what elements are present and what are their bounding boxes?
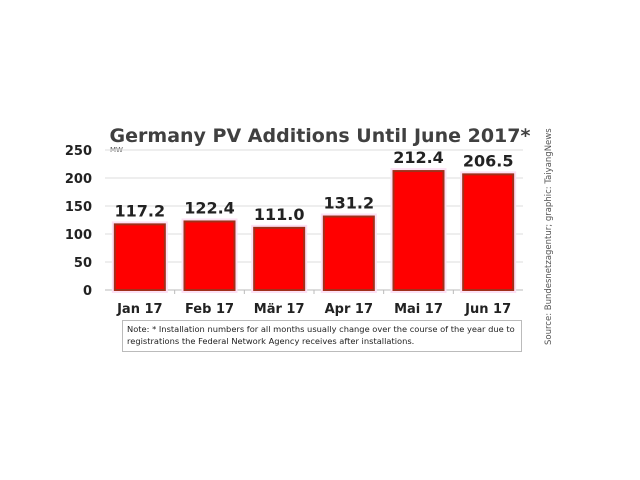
chart-title: Germany PV Additions Until June 2017* bbox=[110, 125, 531, 147]
y-tick-label: 150 bbox=[65, 200, 92, 215]
x-tick-label: Apr 17 bbox=[325, 302, 373, 317]
data-label: 117.2 bbox=[115, 201, 166, 220]
bar bbox=[253, 226, 306, 291]
x-tick-label: Mär 17 bbox=[254, 302, 305, 317]
y-tick-label: 0 bbox=[83, 284, 92, 299]
y-tick-label: 200 bbox=[65, 172, 92, 187]
x-tick-label: Mai 17 bbox=[394, 302, 443, 317]
data-label: 212.4 bbox=[393, 148, 444, 167]
y-tick-label: 100 bbox=[65, 228, 92, 243]
bar bbox=[183, 220, 236, 291]
bar bbox=[462, 173, 515, 291]
y-tick-label: 50 bbox=[74, 256, 92, 271]
x-tick-label: Jun 17 bbox=[464, 302, 511, 317]
data-label: 131.2 bbox=[324, 194, 375, 213]
chart-note: Note: * Installation numbers for all mon… bbox=[122, 320, 522, 352]
bar bbox=[392, 170, 445, 291]
bar bbox=[322, 215, 375, 291]
data-label: 122.4 bbox=[184, 198, 235, 217]
data-label: 111.0 bbox=[254, 205, 305, 224]
y-tick-label: 250 bbox=[65, 144, 92, 159]
data-label: 206.5 bbox=[463, 151, 514, 170]
x-tick-label: Feb 17 bbox=[185, 302, 234, 317]
source-credit: Source: Bundesnetzagentur; graphic: Taiy… bbox=[544, 128, 554, 345]
bar bbox=[113, 223, 166, 291]
x-tick-label: Jan 17 bbox=[116, 302, 162, 317]
